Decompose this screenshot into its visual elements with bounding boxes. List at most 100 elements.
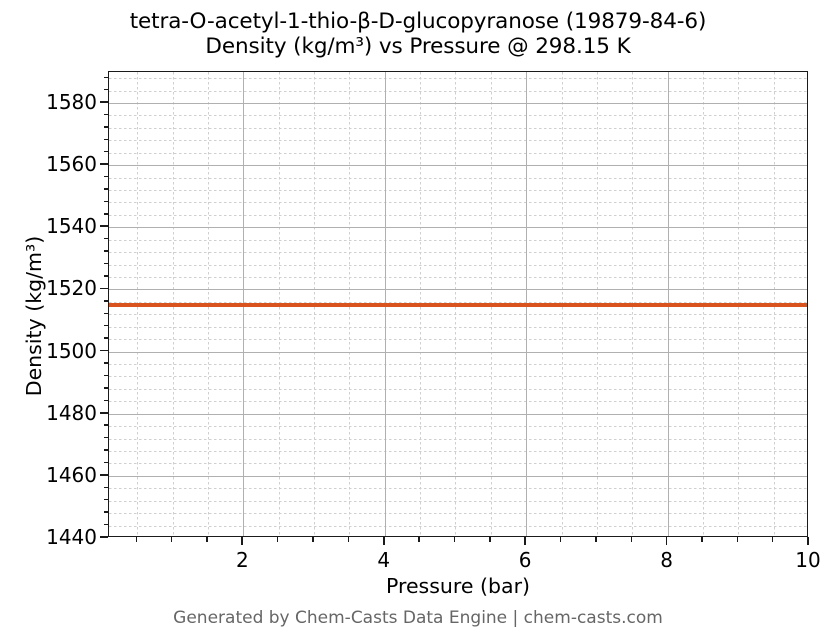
x-tick-minor: [135, 537, 137, 542]
y-tick-major: [100, 163, 108, 166]
footer-attribution: Generated by Chem-Casts Data Engine | ch…: [173, 608, 663, 628]
y-tick-minor: [103, 499, 108, 501]
gridline-minor-horizontal: [109, 78, 807, 80]
y-tick-minor: [103, 399, 108, 401]
gridline-minor-horizontal: [109, 301, 807, 303]
gridline-minor-horizontal: [109, 140, 807, 142]
y-tick-major: [100, 225, 108, 228]
gridline-minor-horizontal: [109, 426, 807, 428]
y-tick-minor: [103, 300, 108, 302]
chart-title: tetra-O-acetyl-1-thio-β-D-glucopyranose …: [0, 9, 836, 59]
chart-title-line2: Density (kg/m³) vs Pressure @ 298.15 K: [205, 33, 631, 59]
y-tick-minor: [103, 138, 108, 141]
y-tick-minor: [103, 188, 108, 190]
x-tick-minor: [170, 537, 173, 542]
x-tick-label: 8: [660, 548, 673, 572]
x-tick-minor: [595, 537, 597, 542]
gridline-minor-horizontal: [109, 326, 807, 328]
gridline-minor-horizontal: [109, 438, 807, 440]
gridline-minor-horizontal: [109, 252, 807, 254]
x-tick-major: [524, 537, 527, 545]
y-tick-major: [100, 411, 108, 414]
y-tick-minor: [103, 424, 108, 426]
y-tick-minor: [103, 250, 108, 252]
x-tick-label: 4: [377, 548, 391, 572]
x-tick-minor: [771, 537, 774, 542]
gridline-minor-horizontal: [109, 364, 807, 366]
x-tick-major: [382, 537, 385, 545]
x-tick-minor: [559, 537, 562, 542]
y-tick-label: 1560: [46, 152, 97, 177]
x-tick-minor: [489, 537, 491, 542]
gridline-major-horizontal: [109, 475, 807, 477]
gridline-minor-horizontal: [109, 451, 807, 452]
y-tick-minor: [103, 238, 108, 240]
x-tick-minor: [312, 537, 314, 542]
y-tick-label: 1440: [46, 525, 97, 549]
y-tick-minor: [103, 387, 108, 389]
x-tick-minor: [418, 537, 420, 542]
x-tick-label: 2: [235, 548, 249, 572]
gridline-minor-horizontal: [109, 277, 807, 279]
gridline-minor-horizontal: [109, 214, 807, 216]
y-tick-minor: [103, 213, 108, 215]
y-tick-minor: [103, 461, 108, 464]
x-tick-major: [241, 537, 244, 545]
x-tick-minor: [206, 537, 208, 542]
y-tick-label: 1460: [46, 462, 97, 487]
gridline-minor-horizontal: [109, 115, 807, 117]
x-tick-minor: [630, 537, 632, 542]
y-tick-minor: [103, 200, 108, 203]
gridline-minor-horizontal: [109, 463, 807, 465]
gridline-major-horizontal: [109, 103, 807, 105]
y-tick-major: [100, 473, 108, 476]
y-tick-minor: [103, 374, 108, 377]
gridline-major-horizontal: [109, 289, 807, 291]
y-tick-minor: [103, 362, 108, 364]
y-tick-minor: [103, 275, 108, 277]
gridline-major-horizontal: [109, 413, 807, 415]
y-tick-major: [100, 287, 108, 290]
gridline-minor-horizontal: [109, 190, 807, 192]
x-tick-minor: [453, 537, 456, 542]
x-tick-minor: [347, 537, 350, 542]
x-tick-minor: [701, 537, 703, 542]
gridline-minor-horizontal: [109, 152, 807, 154]
gridline-minor-horizontal: [109, 525, 807, 527]
plot-area: [108, 71, 808, 537]
y-tick-minor: [103, 337, 108, 339]
gridline-minor-horizontal: [109, 177, 807, 179]
y-tick-minor: [103, 113, 108, 116]
y-tick-minor: [103, 511, 108, 513]
x-tick-label: 10: [795, 548, 821, 572]
x-tick-major: [807, 537, 809, 545]
chart-title-line1: tetra-O-acetyl-1-thio-β-D-glucopyranose …: [129, 9, 707, 34]
gridline-minor-horizontal: [109, 264, 807, 266]
y-tick-label: 1480: [46, 400, 97, 425]
gridline-minor-horizontal: [109, 401, 807, 403]
y-axis-label: Density (kg/m³): [22, 235, 46, 397]
gridline-minor-horizontal: [109, 513, 807, 515]
y-tick-minor: [103, 126, 108, 128]
y-tick-minor: [103, 262, 108, 265]
y-tick-minor: [103, 88, 108, 91]
gridline-minor-horizontal: [109, 90, 807, 92]
gridline-major-horizontal: [109, 165, 807, 167]
gridline-minor-horizontal: [109, 488, 807, 490]
gridline-major-horizontal: [109, 351, 807, 353]
gridline-minor-horizontal: [109, 376, 807, 378]
y-tick-major: [100, 101, 108, 103]
x-tick-label: 6: [518, 548, 532, 572]
y-tick-label: 1540: [46, 214, 97, 239]
y-tick-major: [100, 349, 108, 352]
y-tick-minor: [103, 523, 108, 526]
y-axis-tick-labels: 1440 1460 1480 1500 1520 1540 1560 1580: [0, 0, 97, 644]
y-tick-minor: [103, 312, 108, 314]
y-tick-major: [100, 536, 108, 538]
y-tick-minor: [103, 175, 108, 178]
y-tick-minor: [103, 325, 108, 327]
y-tick-minor: [103, 151, 108, 153]
gridline-minor-horizontal: [109, 314, 807, 316]
x-axis-label: Pressure (bar): [385, 574, 531, 598]
